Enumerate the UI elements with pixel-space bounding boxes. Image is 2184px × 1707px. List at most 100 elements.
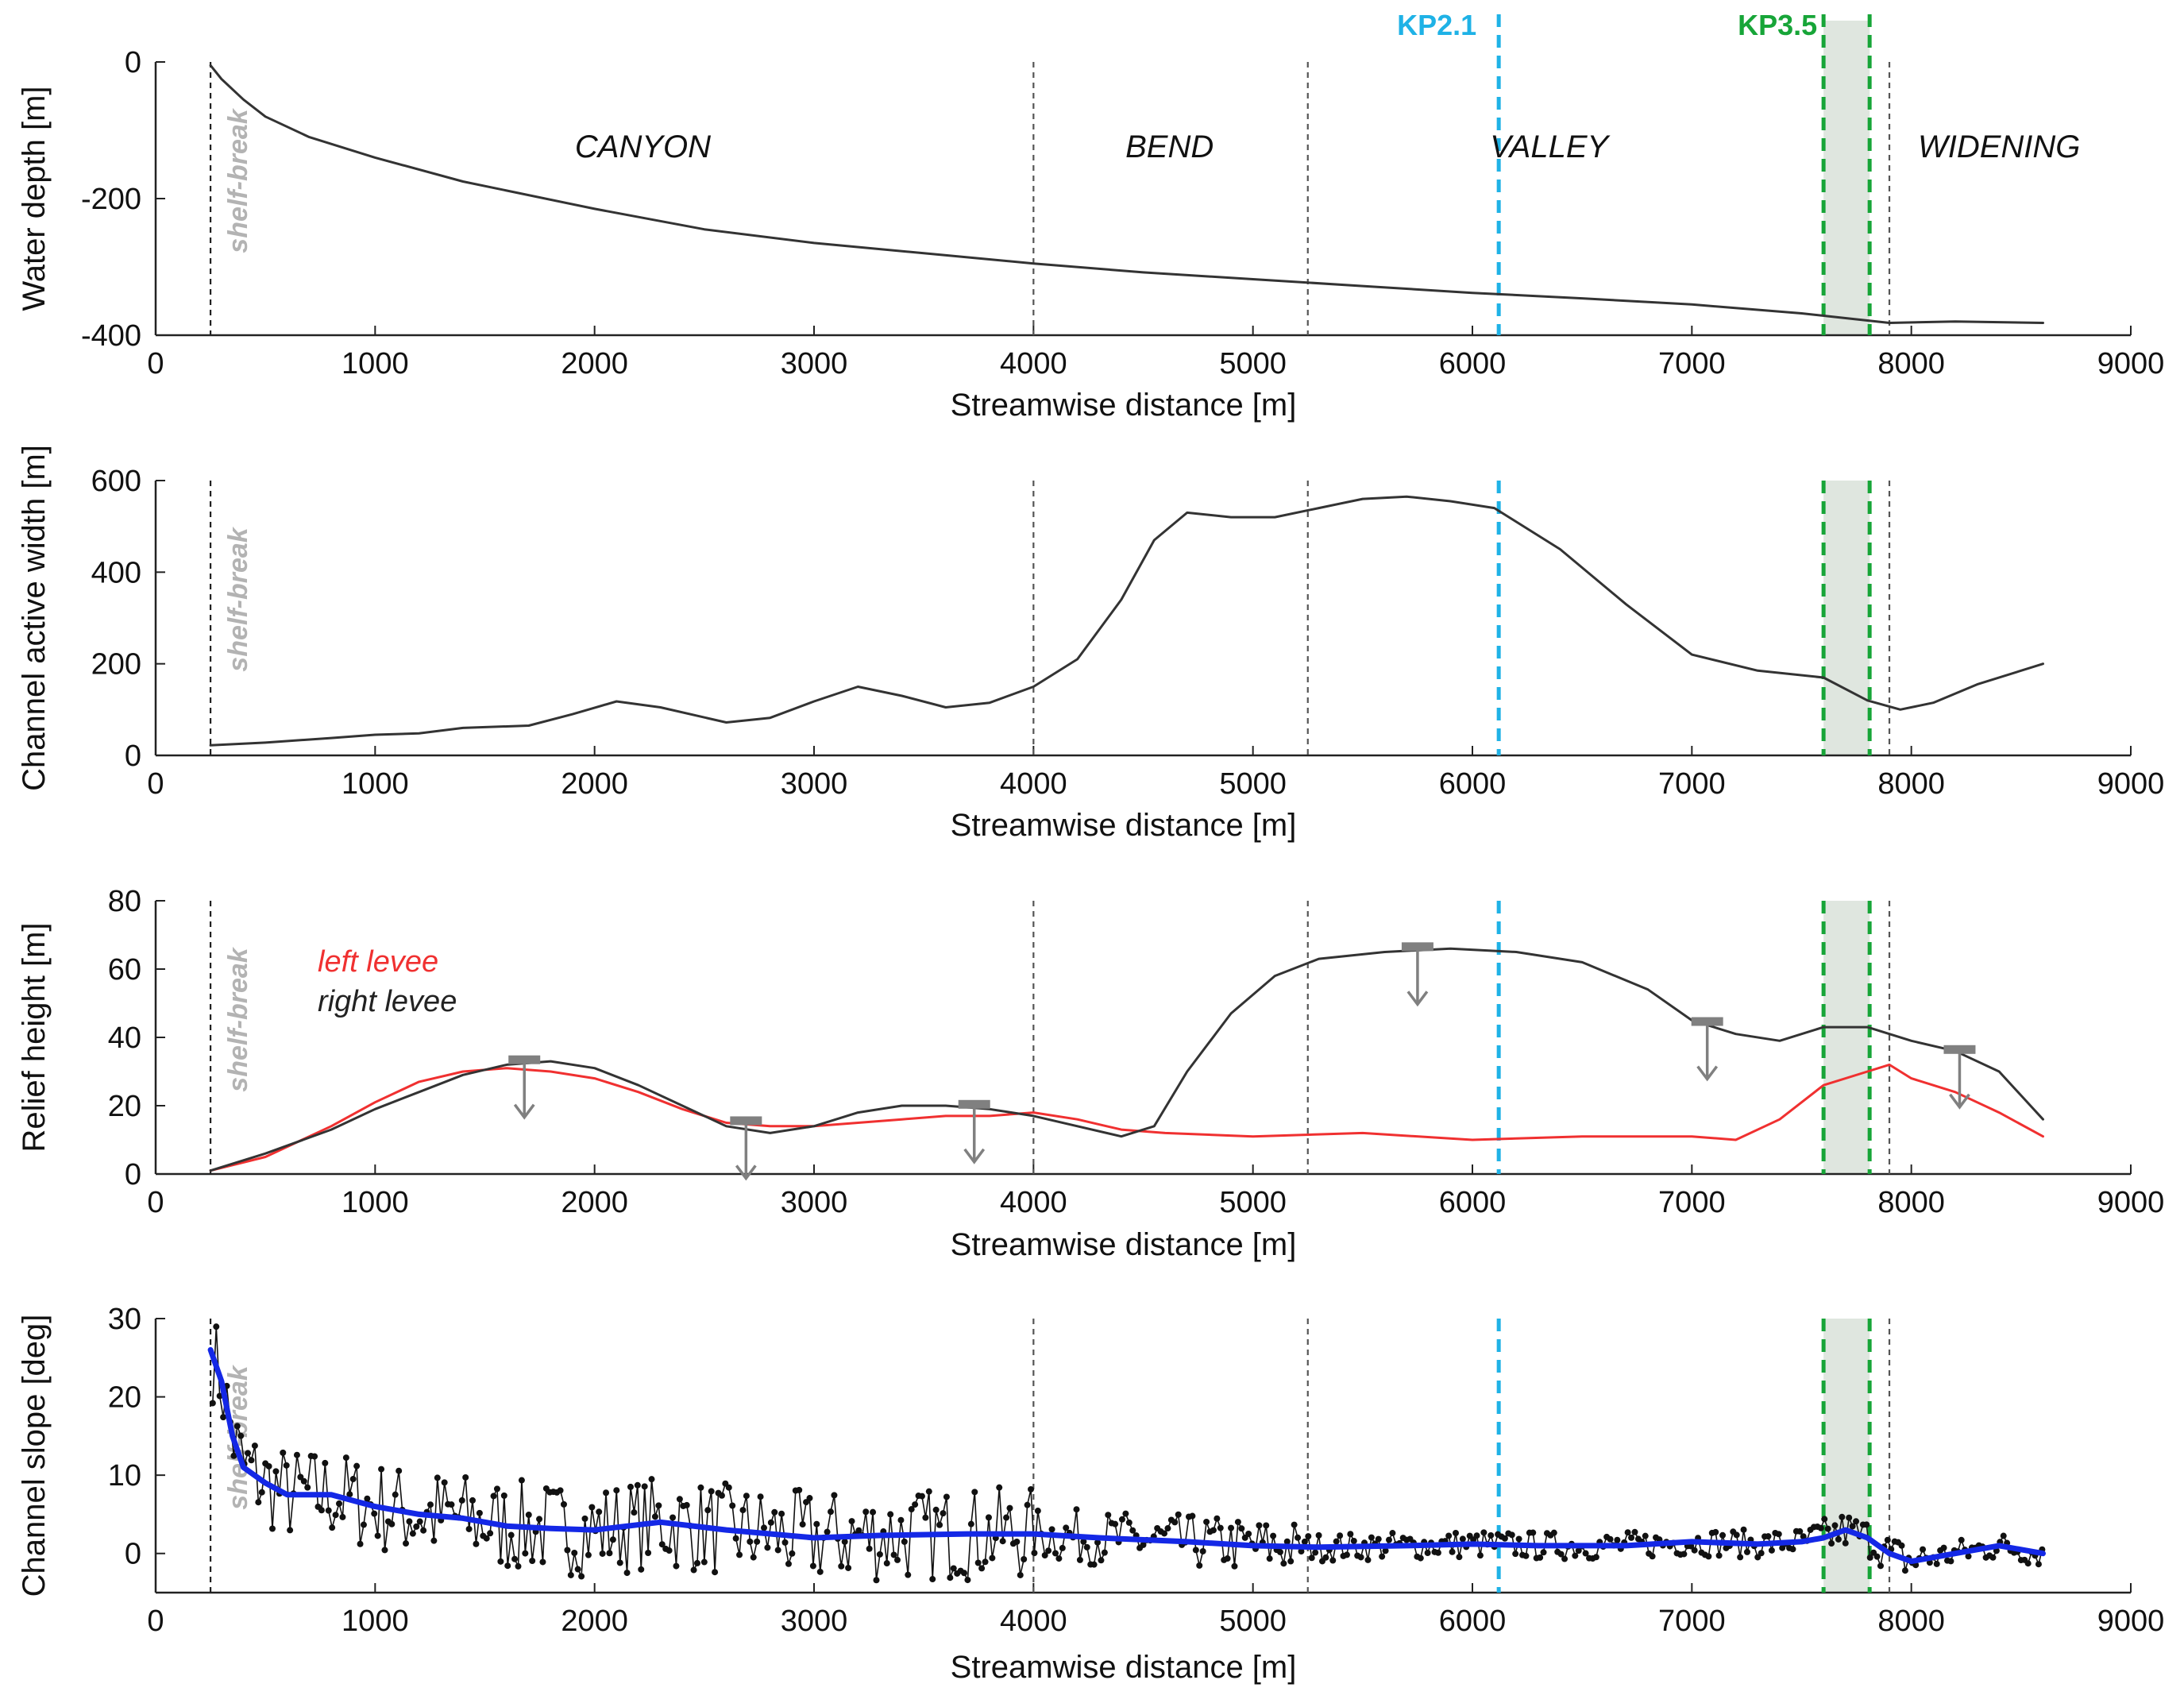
shelf-break-label: shelf-break (223, 107, 253, 253)
slope-point (641, 1483, 648, 1490)
slope-point (1175, 1511, 1182, 1518)
slope-point (634, 1481, 641, 1489)
slope-point (603, 1489, 610, 1497)
slope-point (1076, 1556, 1083, 1563)
slope-point (529, 1558, 536, 1565)
slope-point (1382, 1547, 1389, 1554)
slope-point (339, 1513, 346, 1520)
slope-point (493, 1485, 500, 1493)
slope-point (940, 1510, 947, 1517)
slope-point (1817, 1524, 1824, 1531)
slope-point (901, 1538, 908, 1545)
slope-point (739, 1507, 747, 1514)
slope-point (1779, 1544, 1786, 1551)
slope-point (1765, 1533, 1772, 1540)
slope-point (465, 1525, 473, 1532)
slope-point (1322, 1554, 1329, 1561)
slope-point (631, 1509, 638, 1516)
slope-point (434, 1474, 441, 1481)
slope-point (1045, 1547, 1052, 1554)
slope-point (588, 1504, 596, 1511)
kp35-label: KP3.5 (1738, 9, 1817, 41)
legend-left-levee: left levee (318, 945, 438, 979)
slope-point (855, 1527, 862, 1534)
slope-point (1048, 1526, 1055, 1533)
slope-point (430, 1537, 438, 1544)
slope-point (1231, 1562, 1238, 1570)
slope-point (209, 1400, 216, 1407)
x-tick-label: 7000 (1658, 347, 1726, 380)
x-tick-label: 6000 (1439, 1186, 1507, 1219)
slope-point (1828, 1540, 1835, 1547)
slope-point (1298, 1548, 1305, 1555)
slope-point (876, 1551, 883, 1558)
slope-point (1445, 1532, 1453, 1539)
slope-point (1291, 1521, 1298, 1528)
slope-point (297, 1473, 304, 1481)
y-tick-label: 600 (91, 465, 141, 498)
slope-point (1824, 1525, 1831, 1532)
slope-point (1228, 1524, 1235, 1531)
x-tick-label: 5000 (1219, 1186, 1287, 1219)
slope-point (1375, 1535, 1382, 1543)
slope-point (426, 1501, 434, 1508)
slope-point (1101, 1549, 1108, 1556)
slope-point (1217, 1524, 1224, 1531)
slope-point (248, 1457, 255, 1464)
slope-point (1592, 1554, 1599, 1561)
slope-point (841, 1538, 848, 1545)
x-tick-label: 8000 (1877, 1186, 1945, 1219)
slope-point (283, 1462, 290, 1469)
levee-arrow-head (735, 1164, 757, 1181)
slope-point (908, 1506, 915, 1513)
x-tick-label: 8000 (1877, 767, 1945, 801)
slope-point (936, 1521, 943, 1528)
slope-point (1775, 1531, 1782, 1538)
x-tick-label: 6000 (1439, 1605, 1507, 1638)
panel-relief-height: 0 1000 2000 3000 4000 5000 6000 7000 8000 9000 0 20… (17, 885, 2164, 1262)
slope-point (1459, 1535, 1466, 1543)
slope-point (213, 1323, 220, 1330)
slope-point (708, 1488, 715, 1495)
slope-point (420, 1527, 427, 1534)
slope-point (925, 1488, 932, 1495)
x-tick-label: 9000 (2097, 1605, 2165, 1638)
slope-point (1743, 1548, 1750, 1555)
y-tick-label: 80 (108, 885, 141, 918)
slope-point (1192, 1547, 1199, 1554)
slope-point (1898, 1542, 1905, 1549)
levee-arrow-head (513, 1103, 535, 1120)
slope-point (690, 1566, 697, 1574)
slope-point (1295, 1534, 1302, 1541)
slope-point (1631, 1528, 1638, 1535)
slope-point (1203, 1518, 1210, 1525)
slope-point (371, 1510, 378, 1517)
x-tick-label: 1000 (341, 1605, 409, 1638)
slope-point (1006, 1504, 1013, 1512)
slope-point (1238, 1525, 1245, 1532)
slope-point (1017, 1571, 1024, 1578)
y-tick-label: 200 (91, 648, 141, 682)
slope-point (743, 1493, 750, 1500)
x-tick-label: 6000 (1439, 767, 1507, 801)
slope-point (651, 1513, 658, 1520)
slope-point (596, 1508, 603, 1516)
slope-point (1877, 1562, 1884, 1570)
slope-point (1118, 1516, 1125, 1523)
slope-point (1024, 1501, 1031, 1508)
slope-point (725, 1484, 732, 1491)
slope-point (322, 1459, 329, 1466)
slope-point (676, 1496, 683, 1503)
slope-point (894, 1556, 901, 1563)
slope-point (616, 1559, 623, 1566)
slope-point (645, 1550, 652, 1557)
slope-point (1835, 1535, 1842, 1543)
slope-point (648, 1476, 655, 1483)
slope-point (1315, 1531, 1322, 1539)
x-tick-label: 7000 (1658, 767, 1726, 801)
slope-point (318, 1507, 325, 1514)
slope-point (816, 1568, 824, 1575)
slope-point (357, 1540, 364, 1547)
slope-point (518, 1477, 525, 1484)
slope-point (458, 1497, 465, 1504)
